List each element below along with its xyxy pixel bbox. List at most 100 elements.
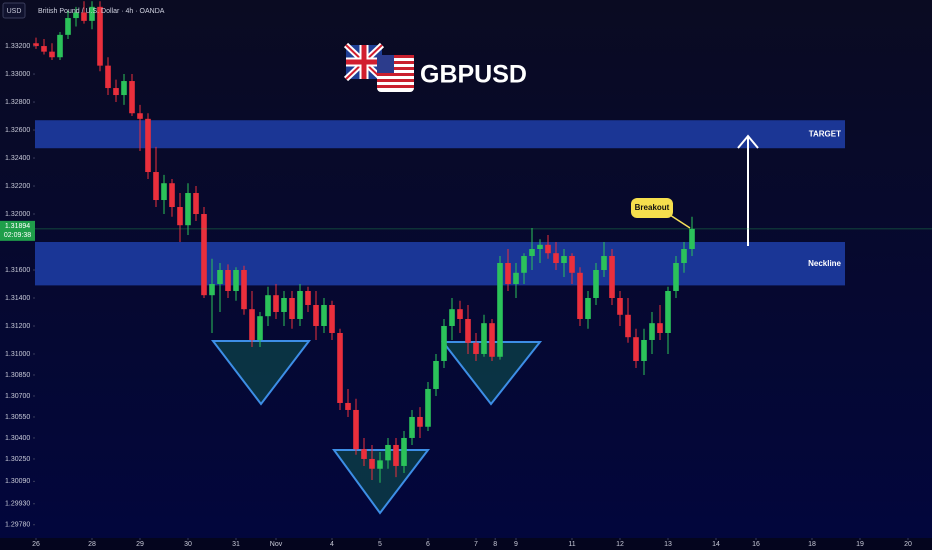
candle-body (217, 270, 223, 284)
candle-body (81, 12, 87, 21)
x-tick-label: 18 (808, 541, 816, 548)
y-tick-label: 1.32400 (5, 155, 30, 162)
candle-body (577, 272, 583, 319)
candle-body (665, 290, 671, 333)
arrow-head (737, 134, 759, 149)
candle-body (233, 270, 239, 291)
y-tick-label: 1.29780 (5, 522, 30, 529)
currency-box (2, 2, 26, 19)
header: British Pound / U.S. Dollar · 4h · OANDA (38, 8, 165, 15)
x-tick-label: 19 (856, 541, 864, 548)
candle-body (593, 270, 599, 298)
candle-body (633, 337, 639, 361)
callout-pointer (669, 214, 691, 229)
candle-body (249, 309, 255, 340)
candle-body (497, 263, 503, 357)
candle-body (361, 449, 367, 459)
candle-body (561, 256, 567, 264)
candle-body (41, 46, 47, 52)
candle-body (425, 388, 431, 427)
y-tick-label: 1.31000 (5, 351, 30, 358)
y-tick-label: 1.30850 (5, 372, 30, 379)
candle-body (337, 332, 343, 403)
x-tick-label: 12 (616, 541, 624, 548)
candle-body (345, 402, 351, 410)
candle-body (129, 81, 135, 114)
arrow (737, 134, 759, 246)
y-tick-label: 1.30700 (5, 393, 30, 400)
x-tick-label: 7 (474, 541, 478, 548)
y-tick-label: 1.30550 (5, 414, 30, 421)
candle-body (449, 309, 455, 326)
candle-body (137, 113, 143, 119)
candle-body (49, 51, 55, 58)
x-tick-label: 31 (232, 541, 240, 548)
candle-body (89, 6, 95, 21)
candle-body (673, 263, 679, 291)
candle-body (289, 297, 295, 319)
candle-body (441, 325, 447, 361)
candle-body (281, 297, 287, 312)
x-tick-label: 5 (378, 541, 382, 548)
flags (343, 42, 414, 92)
x-tick-label: 26 (32, 541, 40, 548)
candle-body (513, 272, 519, 284)
currency: USD (7, 8, 22, 15)
candle-body (169, 183, 175, 208)
candle-body (121, 81, 127, 96)
y-tick-label: 1.30090 (5, 478, 30, 485)
y-tick-label: 1.31400 (5, 295, 30, 302)
candle-body (153, 172, 159, 201)
candle-body (689, 228, 695, 250)
x-tick-label: 9 (514, 541, 518, 548)
x-tick-label: Nov (270, 541, 283, 548)
y-tick-label: 1.31200 (5, 323, 30, 330)
candle-body (161, 183, 167, 201)
zone-label: TARGET (809, 129, 841, 138)
candle-body (33, 43, 39, 47)
y-tick-label: 1.32200 (5, 183, 30, 190)
candle-body (457, 309, 463, 319)
x-tick-label: 11 (568, 541, 575, 548)
price-tag (0, 220, 35, 241)
candle-body (545, 244, 551, 254)
callout-box (631, 198, 673, 218)
x-tick-label: 14 (712, 541, 720, 548)
candle-body (57, 34, 63, 58)
x-tick-label: 8 (493, 541, 497, 548)
candle-body (465, 318, 471, 343)
uk-flag (343, 42, 385, 82)
y-tick-label: 1.31600 (5, 267, 30, 274)
candle-body (681, 249, 687, 264)
x-tick-label: 30 (184, 541, 192, 548)
y-tick-label: 1.32000 (5, 211, 30, 218)
candle-body (377, 460, 383, 469)
candle-body (433, 360, 439, 389)
candle-body (489, 323, 495, 357)
triangle (210, 340, 312, 406)
x-tick-label: 28 (88, 541, 96, 548)
candle-body (657, 323, 663, 333)
candle-body (553, 253, 559, 264)
candle-body (297, 290, 303, 319)
candle-body (329, 304, 335, 333)
breakout-callout: Breakout (631, 198, 691, 229)
candles (33, 1, 695, 483)
candle-body (185, 193, 191, 226)
chart-title: GBPUSD (420, 61, 527, 89)
candle-body (321, 304, 327, 326)
y-tick-label: 1.32600 (5, 127, 30, 134)
candle-body (225, 270, 231, 291)
candle-body (353, 409, 359, 450)
candle-body (241, 270, 247, 310)
candle-body (625, 314, 631, 338)
y-tick-label: 1.29930 (5, 501, 30, 508)
us-flag (377, 55, 414, 92)
candle-body (145, 118, 151, 173)
x-tick-label: 29 (136, 541, 144, 548)
candle-body (401, 437, 407, 466)
candle-body (273, 295, 279, 312)
candle-body (177, 207, 183, 226)
